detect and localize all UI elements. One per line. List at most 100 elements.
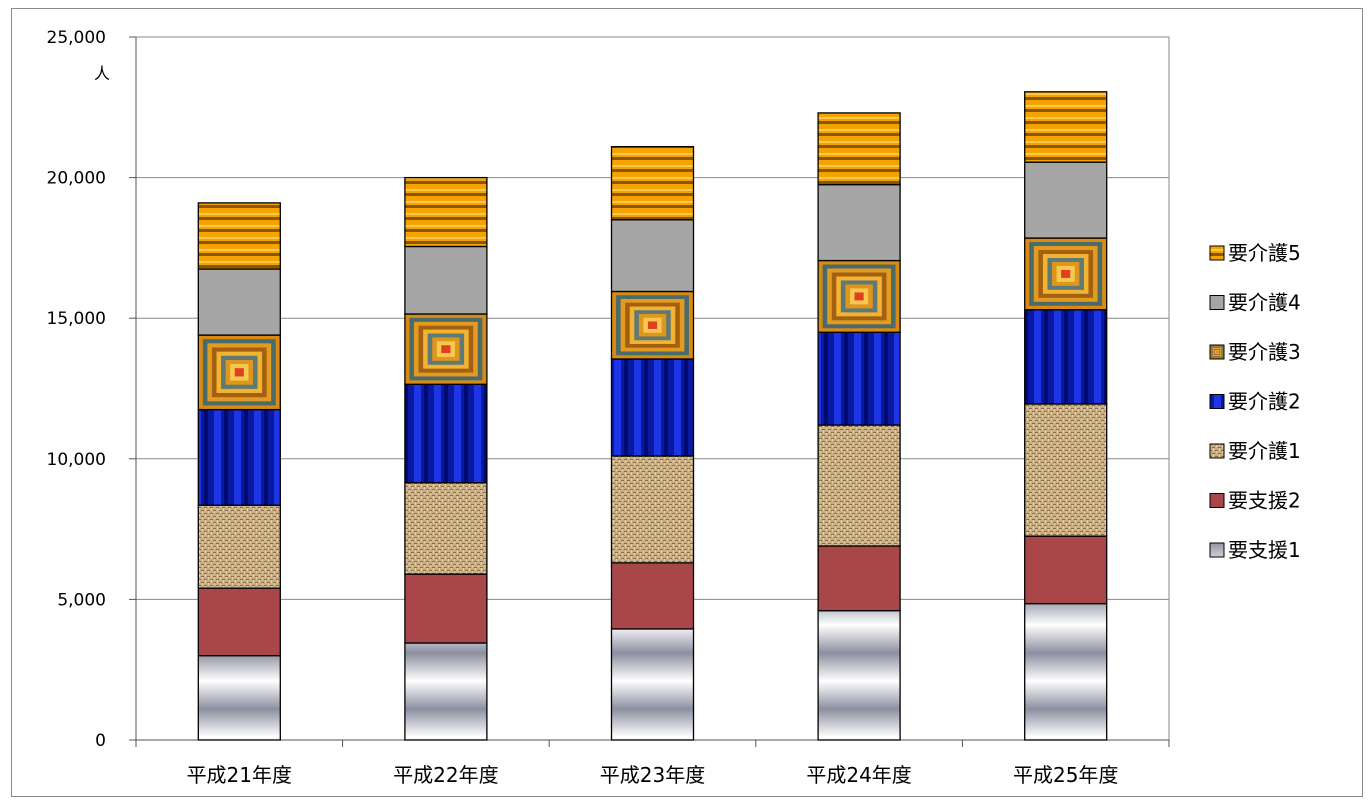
bar-segment (817, 183, 901, 262)
bar-segment (610, 562, 695, 630)
legend-swatch (1209, 542, 1225, 558)
bar-segment (197, 268, 281, 336)
bar-rect (610, 562, 695, 630)
legend-swatch (1209, 394, 1225, 409)
bar-segment (610, 455, 695, 564)
legend-item: 要支援2 (1209, 489, 1301, 513)
bar-segment (197, 334, 281, 411)
bar-segment (610, 358, 695, 457)
bar-rect (1024, 91, 1108, 163)
bar-rect (817, 112, 901, 186)
y-tick-label: 5,000 (57, 590, 106, 610)
bar-rect (404, 176, 488, 248)
bar-segment (404, 573, 488, 644)
bar-segment (197, 654, 281, 741)
legend-label: 要介護3 (1228, 340, 1301, 364)
bar-segment (404, 313, 488, 385)
bar-segment (1024, 237, 1108, 311)
legend-label: 要介護4 (1228, 291, 1301, 315)
chart-frame: 0 5,000 10,000 15,000 20,000 25,000 人平成21年度 平成2… (11, 8, 1363, 797)
bar-rect (404, 573, 488, 644)
bar-rect (404, 245, 488, 315)
legend-swatch (1209, 443, 1225, 459)
bar-rect (817, 424, 901, 547)
y-tick-label: 10,000 (47, 450, 106, 470)
x-tick-label: 平成24年度 (806, 763, 911, 787)
bar-rect (197, 408, 281, 506)
bar-segment (404, 383, 488, 484)
bar-segment (404, 642, 488, 741)
bar-rect (817, 331, 901, 426)
bar-segment (197, 587, 281, 657)
bar-rect (1024, 535, 1108, 605)
bar-segment (1024, 91, 1108, 163)
bar-segment (610, 628, 695, 741)
legend-swatch (1209, 295, 1225, 310)
bar-rect (1024, 161, 1108, 239)
x-tick-label: 平成23年度 (600, 763, 705, 787)
bar-rect (610, 455, 695, 564)
legend-item: 要介護1 (1209, 439, 1301, 463)
bar-segment (404, 176, 488, 248)
bar-segment (1024, 161, 1108, 239)
legend: 要介護5 要介護4 要介護3 要介護2 要介護1 要支援2 要支援1 (1209, 241, 1301, 562)
bar-segment (1024, 535, 1108, 605)
bar-segment (817, 331, 901, 426)
bar-segment (817, 424, 901, 547)
bar-rect (817, 183, 901, 262)
legend-swatch (1209, 344, 1225, 360)
concentric-ring (854, 292, 864, 301)
bar-segment (197, 504, 281, 589)
bar-rect (197, 268, 281, 336)
bar-segment (404, 245, 488, 315)
bar-rect (1024, 309, 1108, 405)
bar-segment (1024, 403, 1108, 537)
bar-rect (817, 545, 901, 612)
bar-segment (817, 609, 901, 741)
concentric-ring (647, 321, 658, 329)
bar-segment (610, 219, 695, 293)
bar-segment (610, 146, 695, 221)
bar-rect (197, 654, 281, 741)
y-tick-label: 20,000 (47, 169, 106, 189)
concentric-ring (1216, 351, 1218, 353)
legend-label: 要介護5 (1228, 241, 1301, 265)
y-axis-unit-label: 人 (94, 64, 110, 83)
bar-rect (404, 383, 488, 484)
legend-item: 要支援1 (1209, 538, 1301, 562)
bar-segment (1024, 602, 1108, 741)
legend-item: 要介護4 (1209, 291, 1301, 315)
bar-rect (1024, 403, 1108, 537)
bar-segment (197, 202, 281, 270)
bar-rect (610, 146, 695, 221)
bar-segment (1024, 309, 1108, 405)
x-tick-label: 平成21年度 (187, 763, 292, 787)
legend-swatch (1209, 493, 1225, 508)
bar-rect (197, 587, 281, 657)
bar-rect (610, 219, 695, 293)
legend-swatch (1209, 245, 1225, 261)
x-tick-label: 平成25年度 (1013, 763, 1118, 787)
legend-item: 要介護5 (1209, 241, 1301, 265)
bar-segment (197, 408, 281, 506)
bar-rect (610, 628, 695, 741)
bar-segment (817, 545, 901, 612)
bar-rect (610, 358, 695, 457)
concentric-ring (234, 368, 244, 377)
legend-label: 要介護2 (1228, 390, 1301, 414)
legend-label: 要支援1 (1228, 538, 1301, 562)
concentric-ring (441, 345, 451, 354)
legend-label: 要介護1 (1228, 439, 1301, 463)
bar-segment (610, 290, 695, 360)
legend-item: 要介護2 (1209, 390, 1301, 414)
bar-rect (197, 202, 281, 270)
bar-rect (404, 642, 488, 741)
y-tick-label: 15,000 (47, 309, 106, 329)
legend-label: 要支援2 (1228, 489, 1301, 513)
y-tick-label: 0 (95, 731, 106, 751)
bar-rect (404, 482, 488, 575)
bar-segment (404, 482, 488, 575)
concentric-ring (1061, 269, 1071, 278)
bar-segment (817, 112, 901, 186)
